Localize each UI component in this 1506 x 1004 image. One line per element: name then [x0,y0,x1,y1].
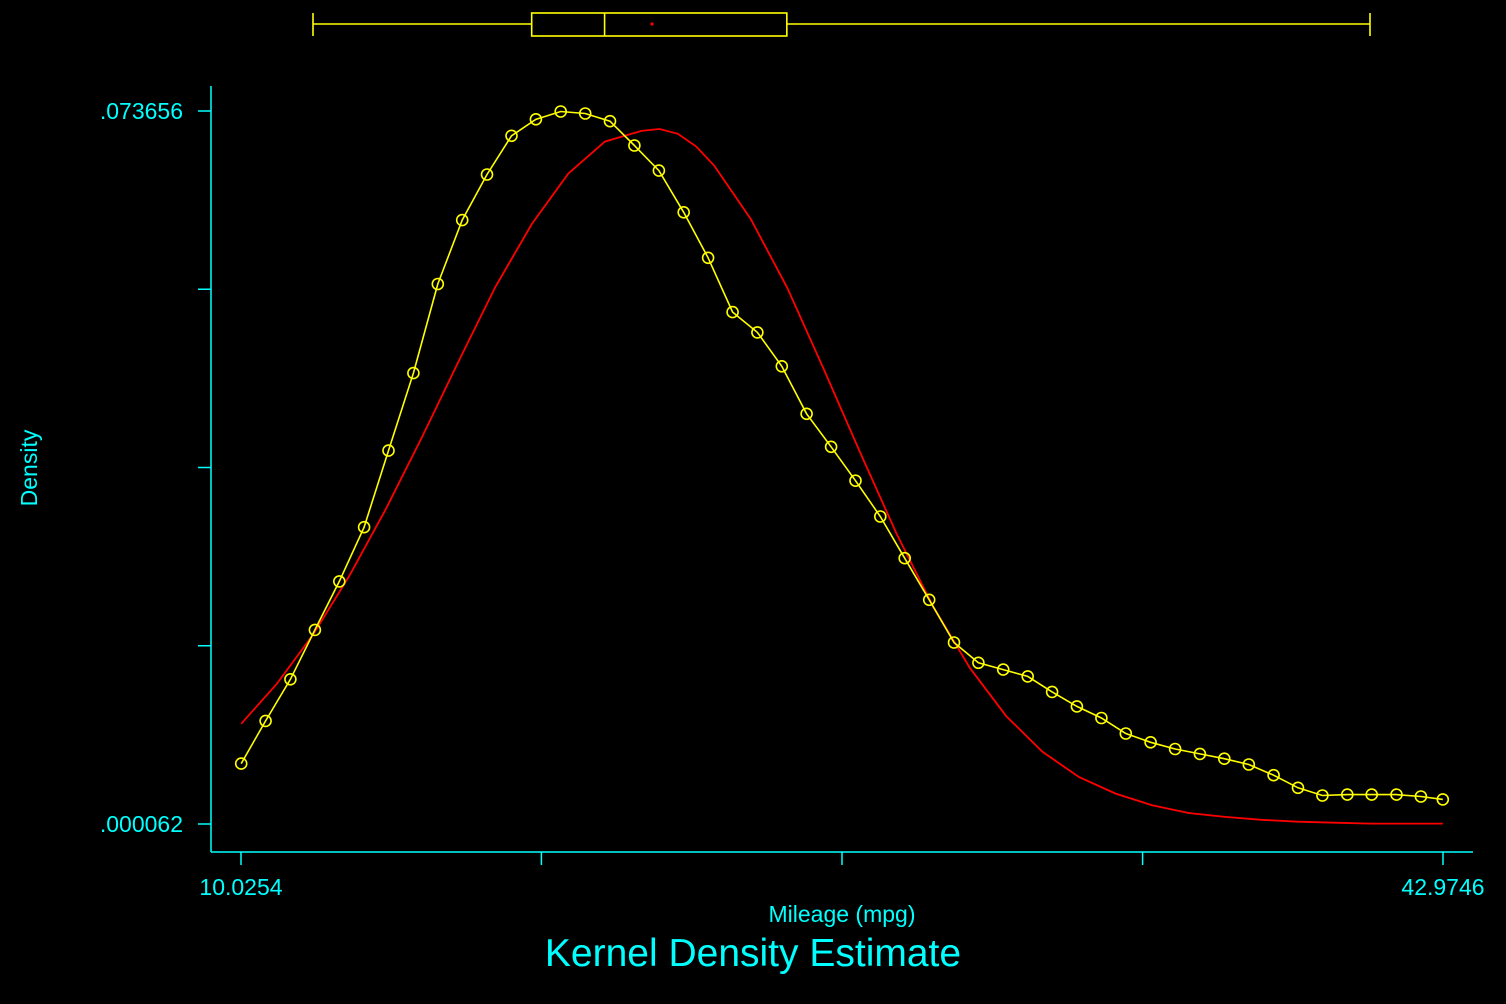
kde-point [259,714,272,728]
kde-point [1168,742,1182,756]
kde-point [357,520,371,534]
boxplot [312,12,1371,37]
kde-point [1095,711,1108,725]
kde-point [922,593,936,607]
kde-point [1193,747,1207,761]
y-tick-label-0: .073656 [100,98,183,124]
boxplot-mean [650,22,654,26]
kde-point [1267,768,1280,782]
kernel-density-line [240,110,1443,801]
kernel-density-curve [234,105,1450,806]
kde-point [382,444,395,457]
x-tick-label-1: 42.9746 [1401,874,1484,900]
kde-point [1436,793,1450,806]
y-tick-labels: .073656 .000062 [100,98,183,837]
kde-point [775,359,789,373]
kde-point [849,474,862,488]
kde-point [972,656,985,670]
kde-point [578,107,592,120]
chart-title: Kernel Density Estimate [545,932,961,975]
kde-point [1390,788,1403,801]
kde-point [800,407,813,421]
kde-point [1242,758,1256,771]
kde-point [996,663,1010,676]
kde-point [628,139,641,152]
kde-point [701,251,715,265]
kde-point [751,326,764,339]
axes [198,86,1473,865]
kde-point [1021,670,1034,683]
kde-point [1316,789,1329,802]
kde-point [824,440,838,454]
kde-point [1070,700,1084,713]
y-axis-label: Density [16,429,42,506]
normal-density-line [240,128,1443,825]
kde-point [947,636,961,649]
kde-point [873,510,887,523]
kde-point [480,168,494,181]
kde-point [455,213,469,227]
kde-point [431,277,445,291]
kde-point [1291,781,1305,795]
kde-point [332,575,346,588]
kde-point [407,366,420,380]
normal-density-curve [240,128,1443,825]
kde-point [308,623,322,637]
kde-point [898,551,912,565]
kde-point [1341,788,1354,801]
kde-point [554,105,568,118]
kde-point [1144,735,1157,749]
x-tick-label-0: 10.0254 [199,874,282,900]
kde-point [1045,685,1059,699]
kde-point [677,206,691,219]
x-axis-label: Mileage (mpg) [769,901,916,927]
kde-point [1414,790,1428,803]
boxplot-box [530,12,788,37]
kde-point [505,129,518,143]
kde-point [726,305,739,319]
kde-point [529,113,543,126]
kde-point [603,114,617,128]
kde-point [1218,752,1231,766]
kde-point [1119,727,1133,740]
kde-point [652,164,666,177]
kde-point [284,672,297,686]
kde-point [1365,788,1378,801]
y-tick-label-1: .000062 [100,811,183,837]
kde-point [234,757,248,770]
x-tick-labels: 10.0254 42.9746 [199,874,1484,900]
